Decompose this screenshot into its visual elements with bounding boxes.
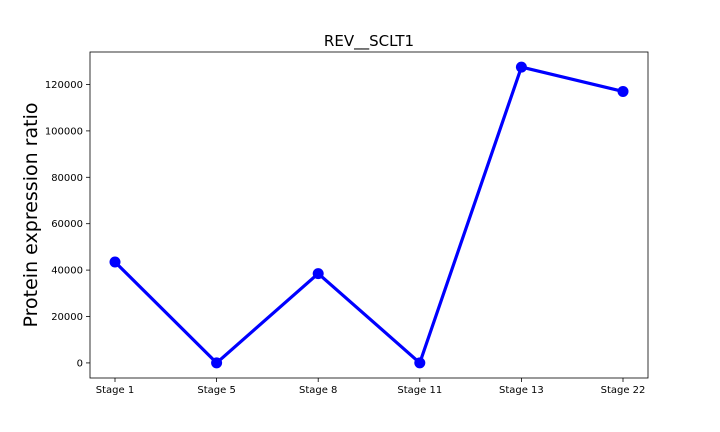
x-tick-label: Stage 22 xyxy=(601,385,646,396)
x-tick-label: Stage 13 xyxy=(499,385,544,396)
y-tick-label: 100000 xyxy=(45,126,83,137)
x-tick-label: Stage 1 xyxy=(96,385,134,396)
data-point-1 xyxy=(109,256,121,268)
series-line xyxy=(113,65,624,365)
series-points xyxy=(109,61,629,369)
y-axis: 0 20000 40000 60000 80000 100000 120000 xyxy=(45,80,90,369)
data-point-4 xyxy=(414,357,426,369)
data-point-2 xyxy=(211,357,223,369)
y-tick-label: 0 xyxy=(77,358,83,369)
x-tick-label: Stage 5 xyxy=(197,385,235,396)
chart-title: REV__SCLT1 xyxy=(324,32,414,51)
x-axis: Stage 1 Stage 5 Stage 8 Stage 11 Stage 13 Sta… xyxy=(96,378,646,396)
y-tick-label: 20000 xyxy=(51,312,83,323)
data-point-6 xyxy=(617,85,629,97)
y-tick-label: 60000 xyxy=(51,219,83,230)
plot-frame xyxy=(89,51,649,379)
y-axis-label: Protein expression ratio xyxy=(20,103,42,328)
y-tick-label: 80000 xyxy=(51,173,83,184)
data-point-5 xyxy=(515,61,527,73)
data-point-3 xyxy=(312,268,324,280)
y-tick-label: 40000 xyxy=(51,266,83,277)
x-tick-label: Stage 8 xyxy=(299,385,337,396)
y-tick-label: 120000 xyxy=(45,80,83,91)
x-tick-label: Stage 11 xyxy=(397,385,442,396)
